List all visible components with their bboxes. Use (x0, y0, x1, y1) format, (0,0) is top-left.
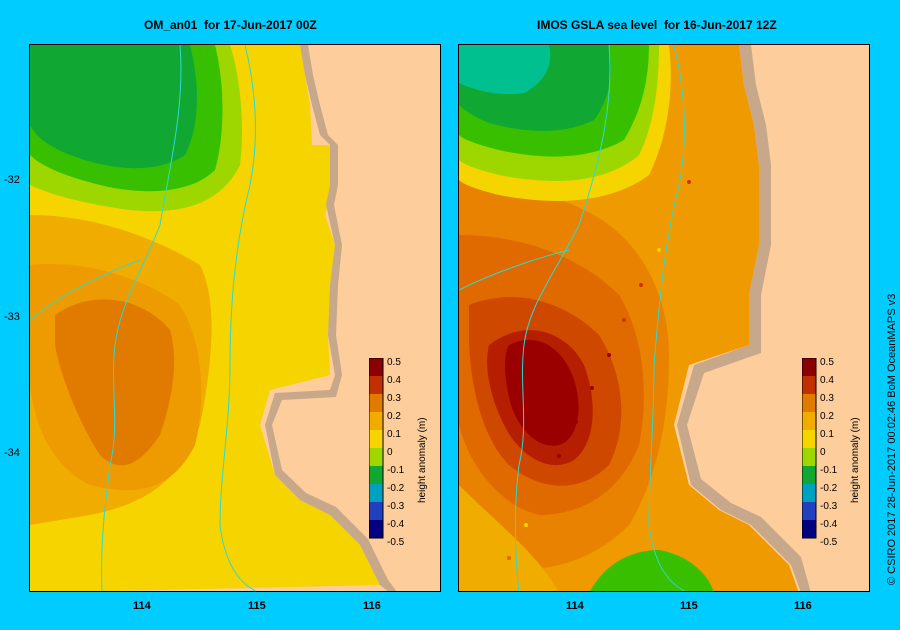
cbar-tick: 0.3 (820, 393, 834, 404)
x-tick-lon-left: 115 (248, 600, 266, 612)
cbar-tick: -0.2 (387, 483, 405, 494)
cbar-tick: 0.4 (820, 375, 834, 386)
x-tick-lon-right: 114 (566, 600, 584, 612)
obs-marker (524, 523, 528, 527)
cbar-tick: -0.1 (387, 465, 405, 476)
left-colorbar-ticks: 0.5 0.4 0.3 0.2 0.1 0 -0.1 -0.2 -0.3 -0.… (387, 354, 404, 552)
cbar-tick: -0.5 (820, 537, 838, 548)
cbar-tick: 0.2 (387, 411, 401, 422)
left-panel-title: OM_an01 for 17-Jun-2017 00Z (144, 18, 317, 32)
land-mass (272, 45, 440, 591)
cbar-tick: 0.5 (820, 357, 834, 368)
cbar-tick: 0 (820, 447, 826, 458)
bathymetry-contour-deep (514, 45, 611, 591)
right-panel-title: IMOS GSLA sea level for 16-Jun-2017 12Z (537, 18, 777, 32)
left-colorbar: 0.5 0.4 0.3 0.2 0.1 0 -0.1 -0.2 -0.3 -0.… (368, 357, 431, 555)
cbar-tick: 0.1 (820, 429, 834, 440)
y-tick-lat: -33 (4, 311, 20, 323)
obs-marker (657, 248, 661, 252)
x-tick-lon-right: 115 (680, 600, 698, 612)
credit-text: © CSIRO 2017 28-Jun-2017 00:02:46 BoM Oc… (886, 293, 898, 585)
right-map[interactable] (458, 44, 870, 592)
right-colorbar-svg (801, 357, 817, 539)
obs-marker (639, 283, 643, 287)
cbar-tick: 0.5 (387, 357, 401, 368)
cbar-tick: -0.1 (820, 465, 838, 476)
right-colorbar-title: height anomaly (m) (850, 417, 861, 503)
bathymetry-contour-deep (101, 45, 182, 591)
cbar-tick: -0.4 (820, 519, 838, 530)
x-tick-lon-left: 114 (133, 600, 151, 612)
obs-marker (607, 353, 611, 357)
ocean-band-neg0.2 (459, 45, 551, 95)
ocean-band-0.3 (55, 299, 175, 466)
right-map-svg (459, 45, 869, 591)
left-map-svg (30, 45, 440, 591)
left-map[interactable] (29, 44, 441, 592)
ocean-band-south-low (590, 550, 714, 591)
bathymetry-contour-west (459, 249, 570, 291)
obs-marker (507, 556, 511, 560)
obs-marker (557, 454, 561, 458)
y-tick-lat: -34 (4, 447, 20, 459)
cbar-tick: -0.5 (387, 537, 405, 548)
left-colorbar-title: height anomaly (m) (417, 417, 428, 503)
left-colorbar-svg (368, 357, 384, 539)
right-colorbar: 0.5 0.4 0.3 0.2 0.1 0 -0.1 -0.2 -0.3 -0.… (801, 357, 864, 555)
cbar-tick: -0.2 (820, 483, 838, 494)
cbar-tick: 0.2 (820, 411, 834, 422)
bathymetry-contour-shelf (648, 45, 686, 591)
cbar-tick: 0.3 (387, 393, 401, 404)
land-mass (687, 45, 869, 591)
cbar-tick: 0.4 (387, 375, 401, 386)
obs-marker (590, 386, 594, 390)
cbar-tick: -0.4 (387, 519, 405, 530)
bathymetry-contour-shelf (219, 45, 257, 591)
x-tick-lon-right: 116 (794, 600, 812, 612)
bathymetry-contour-west (30, 259, 141, 321)
x-tick-lon-left: 116 (363, 600, 381, 612)
y-tick-lat: -32 (4, 174, 20, 186)
obs-marker (622, 318, 626, 322)
ocean-band-sw (459, 485, 558, 591)
cbar-tick: 0 (387, 447, 393, 458)
cbar-tick: 0.1 (387, 429, 401, 440)
obs-marker (574, 420, 578, 424)
cbar-tick: -0.3 (820, 501, 838, 512)
cbar-tick: -0.3 (387, 501, 405, 512)
ocean-band-neg0.15 (30, 45, 197, 169)
right-colorbar-ticks: 0.5 0.4 0.3 0.2 0.1 0 -0.1 -0.2 -0.3 -0.… (820, 354, 837, 552)
obs-marker (687, 180, 691, 184)
